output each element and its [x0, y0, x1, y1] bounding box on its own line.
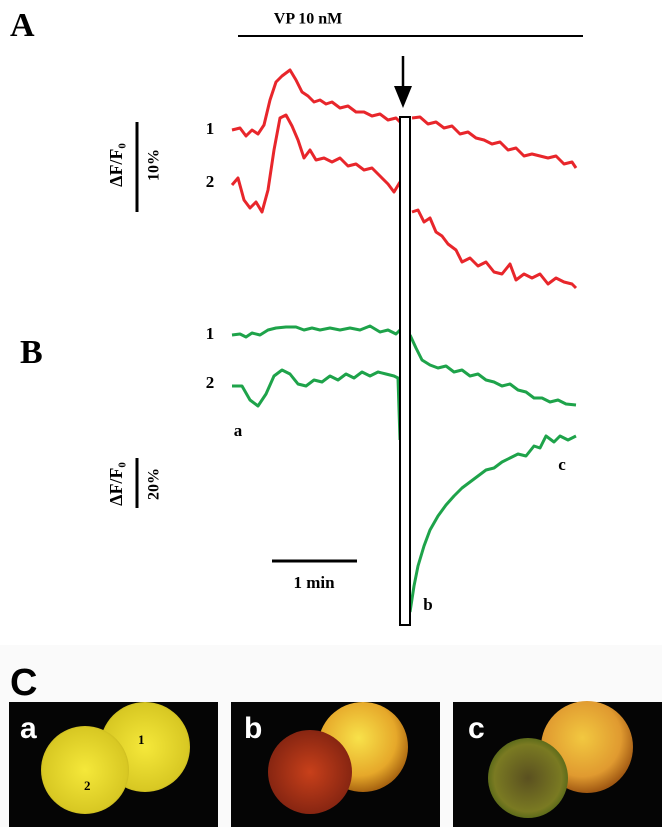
trace	[408, 434, 577, 613]
image-label: c	[468, 712, 485, 745]
trace	[231, 324, 402, 339]
image-label: b	[244, 712, 262, 745]
point-label: a	[234, 421, 243, 440]
cell	[41, 726, 129, 814]
trace	[232, 368, 402, 441]
cell-label: 1	[138, 732, 145, 747]
time-scale-label: 1 min	[293, 573, 335, 592]
panel-label: C	[10, 662, 37, 704]
trace	[411, 208, 578, 290]
scale-label: 10%	[146, 149, 163, 181]
cell	[268, 730, 352, 814]
image: b	[231, 702, 440, 827]
stimulus-label: VP 10 nM	[274, 11, 342, 28]
image: a 1 2	[9, 702, 218, 827]
panel-label: B	[20, 334, 43, 371]
point-label: c	[558, 455, 566, 474]
cell	[488, 738, 568, 818]
trace-label: 2	[206, 172, 215, 191]
trace	[230, 113, 402, 214]
image: c	[453, 701, 662, 827]
y-axis-label: ΔF/F₀	[106, 143, 126, 187]
trace	[411, 115, 578, 169]
trace-label: 1	[206, 324, 215, 343]
trace	[408, 334, 577, 407]
scale-label: 20%	[146, 468, 163, 500]
trace	[231, 68, 402, 138]
arrow-head	[394, 86, 412, 108]
trace-label: 2	[206, 373, 215, 392]
panel-label: A	[10, 7, 35, 44]
bleach-bar	[399, 116, 411, 626]
image-label: a	[20, 712, 37, 745]
y-axis-label: ΔF/F₀	[106, 462, 126, 506]
point-label: b	[423, 595, 432, 614]
trace-label: 1	[206, 119, 215, 138]
cell-label: 2	[84, 778, 91, 793]
